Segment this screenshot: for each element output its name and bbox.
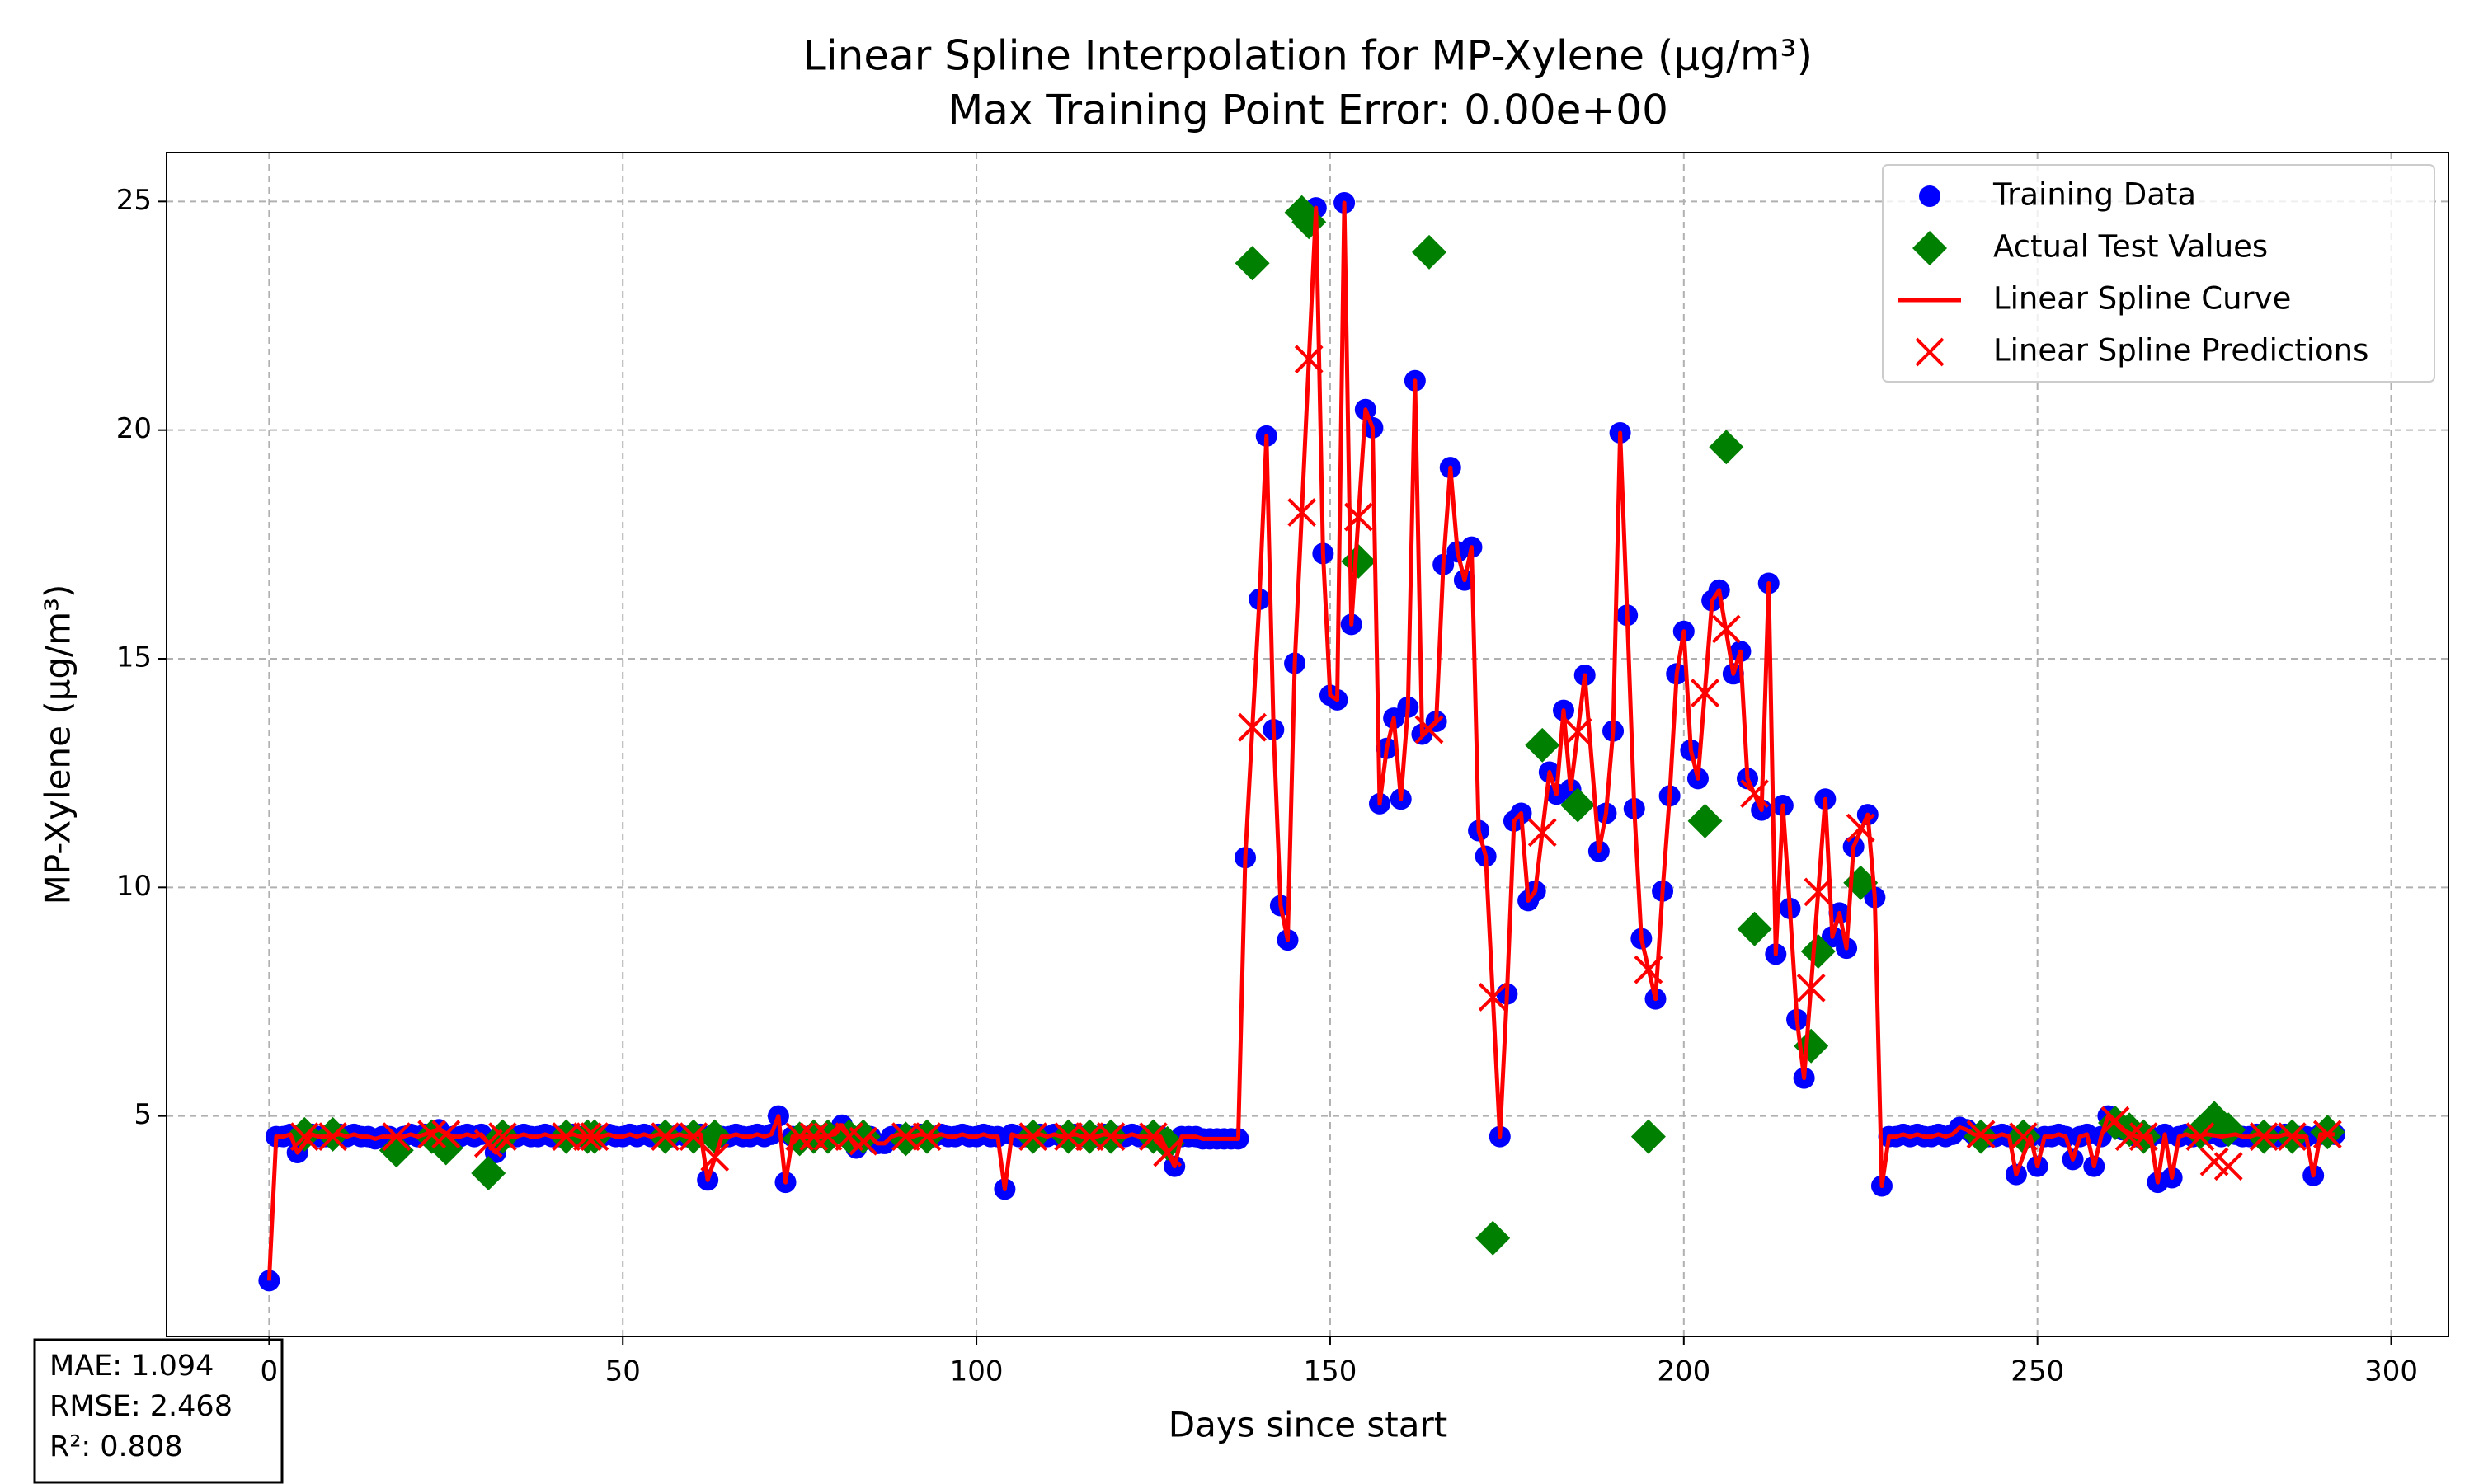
prediction-point — [1153, 1138, 1183, 1167]
test-point — [1709, 430, 1744, 465]
y-tick-label: 20 — [116, 412, 152, 445]
prediction-point — [1343, 502, 1373, 532]
test-point — [1525, 727, 1560, 763]
prediction-point — [2114, 1122, 2144, 1152]
prediction-point — [1796, 973, 1826, 1003]
prediction-point — [1691, 679, 1719, 708]
prediction-point — [2128, 1122, 2158, 1152]
prediction-point — [1846, 813, 1875, 843]
legend-label: Linear Spline Curve — [1993, 281, 2291, 317]
prediction-point — [580, 1122, 609, 1152]
test-point — [1560, 787, 1596, 823]
x-tick-label: 100 — [950, 1355, 1004, 1388]
legend-marker — [1915, 337, 1945, 367]
prediction-point — [1563, 717, 1592, 747]
plot-area — [167, 153, 2448, 1336]
x-tick-label: 150 — [1303, 1355, 1357, 1388]
legend-marker — [1912, 231, 1947, 265]
chart-title: Linear Spline Interpolation for MP-Xylen… — [803, 32, 1813, 80]
test-point — [1630, 1119, 1666, 1154]
prediction-point — [1414, 715, 1444, 744]
prediction-point — [849, 1126, 878, 1156]
legend-label: Training Data — [1992, 177, 2196, 213]
prediction-point — [473, 1129, 503, 1158]
test-point — [1687, 803, 1723, 838]
x-tick-label: 0 — [261, 1355, 279, 1388]
chart-subtitle: Max Training Point Error: 0.00e+00 — [948, 87, 1668, 134]
prediction-point — [1711, 614, 1741, 644]
legend-frame — [1882, 164, 2435, 383]
prediction-point — [488, 1122, 517, 1152]
test-point — [1475, 1220, 1511, 1256]
prediction-point — [2213, 1152, 2243, 1181]
prediction-point — [572, 1122, 602, 1152]
x-tick-label: 200 — [1657, 1355, 1710, 1388]
stats-line: RMSE: 2.468 — [49, 1390, 233, 1423]
prediction-point — [2312, 1120, 2342, 1149]
stats-line: R²: 0.808 — [49, 1430, 182, 1463]
legend-label: Actual Test Values — [1993, 229, 2268, 265]
prediction-point — [1478, 983, 1507, 1012]
x-tick-label: 300 — [2364, 1355, 2418, 1388]
y-tick-label: 15 — [116, 641, 152, 674]
prediction-point — [2009, 1122, 2038, 1152]
prediction-point — [1096, 1122, 1126, 1152]
x-tick-label: 250 — [2011, 1355, 2064, 1388]
prediction-point — [651, 1122, 680, 1152]
test-point — [1235, 246, 1270, 281]
prediction-point — [1966, 1120, 1996, 1149]
stats-box: MAE: 1.094 RMSE: 2.468 R²: 0.808 — [33, 1338, 284, 1484]
prediction-point — [1804, 877, 1833, 907]
prediction-point — [1075, 1122, 1104, 1152]
prediction-point — [431, 1120, 461, 1149]
prediction-point — [785, 1122, 815, 1152]
stats-line: MAE: 1.094 — [49, 1350, 214, 1383]
prediction-point — [1294, 345, 1324, 374]
prediction-point — [912, 1122, 942, 1152]
spline-curve — [266, 200, 2335, 1281]
prediction-point — [1634, 955, 1663, 984]
test-point — [471, 1155, 506, 1190]
legend-label: Linear Spline Predictions — [1993, 333, 2368, 369]
test-point — [1412, 234, 1447, 270]
prediction-point — [1287, 498, 1317, 527]
prediction-point — [552, 1122, 581, 1152]
test-point — [697, 1119, 732, 1154]
prediction-point — [289, 1122, 319, 1152]
prediction-point — [1740, 779, 1769, 809]
plot-frame — [166, 152, 2449, 1337]
prediction-point — [813, 1122, 843, 1152]
prediction-point — [2249, 1122, 2279, 1152]
prediction-point — [799, 1122, 829, 1152]
prediction-point — [318, 1122, 347, 1152]
prediction-point — [1018, 1122, 1048, 1152]
prediction-point — [2278, 1122, 2307, 1152]
prediction-point — [2185, 1122, 2215, 1152]
x-axis-label: Days since start — [1169, 1405, 1447, 1445]
prediction-point — [1527, 818, 1557, 848]
prediction-point — [891, 1122, 920, 1152]
legend-marker — [1919, 186, 1940, 207]
test-point — [379, 1133, 414, 1168]
y-tick-label: 10 — [116, 870, 152, 903]
test-point — [1737, 911, 1772, 946]
prediction-point — [1054, 1122, 1084, 1152]
prediction-point — [417, 1120, 447, 1149]
prediction-point — [1238, 712, 1268, 742]
y-axis-label: MP-Xylene (µg/m³) — [38, 585, 78, 905]
test-point — [1800, 933, 1836, 969]
x-tick-label: 50 — [605, 1355, 641, 1388]
stats-frame — [33, 1338, 284, 1484]
y-tick-label: 25 — [116, 184, 152, 217]
y-tick-label: 5 — [134, 1098, 152, 1131]
prediction-point — [382, 1122, 412, 1152]
prediction-point — [700, 1143, 730, 1172]
legend: Training Data Actual Test Values Linear Sp… — [1882, 164, 2435, 383]
